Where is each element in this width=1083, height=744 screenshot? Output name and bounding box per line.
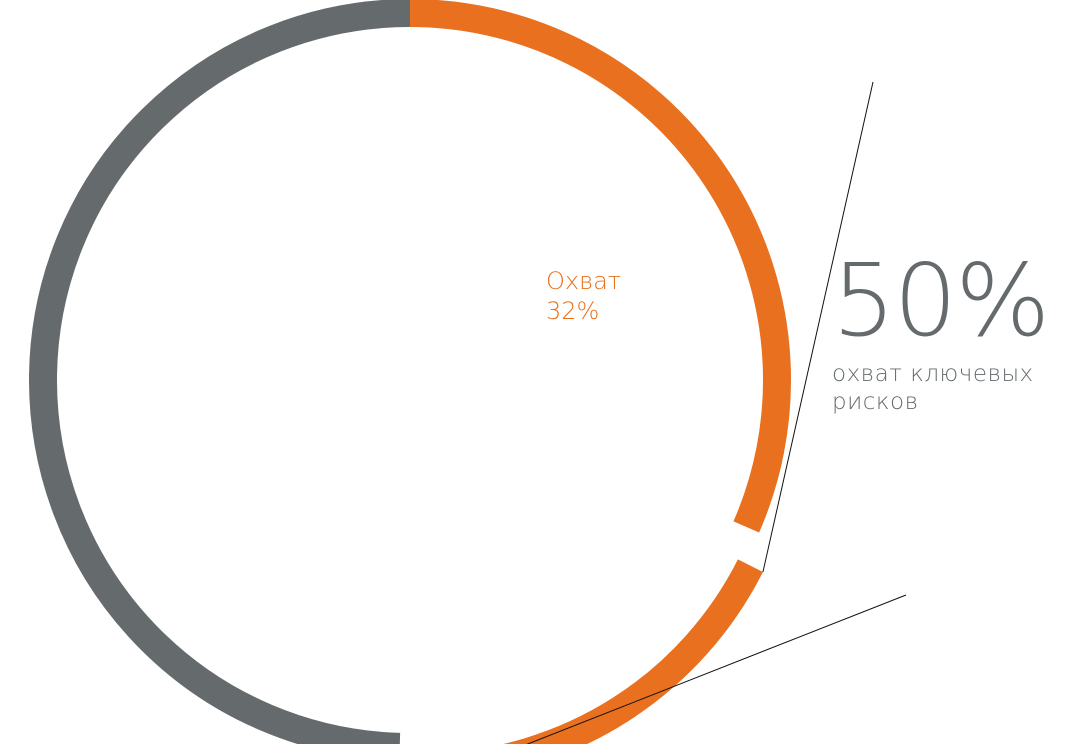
callout-caption-line1: охват ключевых [832, 361, 1034, 387]
callout-caption: охват ключевых рисков [832, 360, 1082, 416]
callout-caption-line2: рисков [832, 389, 919, 415]
donut-slice-3 [29, 0, 411, 744]
leader-line-2 [526, 594, 907, 744]
inner-label-value: 32% [546, 297, 600, 325]
leader-line-1 [762, 81, 874, 573]
donut-slice-1 [409, 0, 791, 533]
inner-label-name: Охват [546, 267, 622, 295]
callout-value: 50% [832, 242, 1050, 359]
inner-label: Охват 32% [546, 266, 621, 326]
donut-slice-2 [502, 559, 763, 744]
